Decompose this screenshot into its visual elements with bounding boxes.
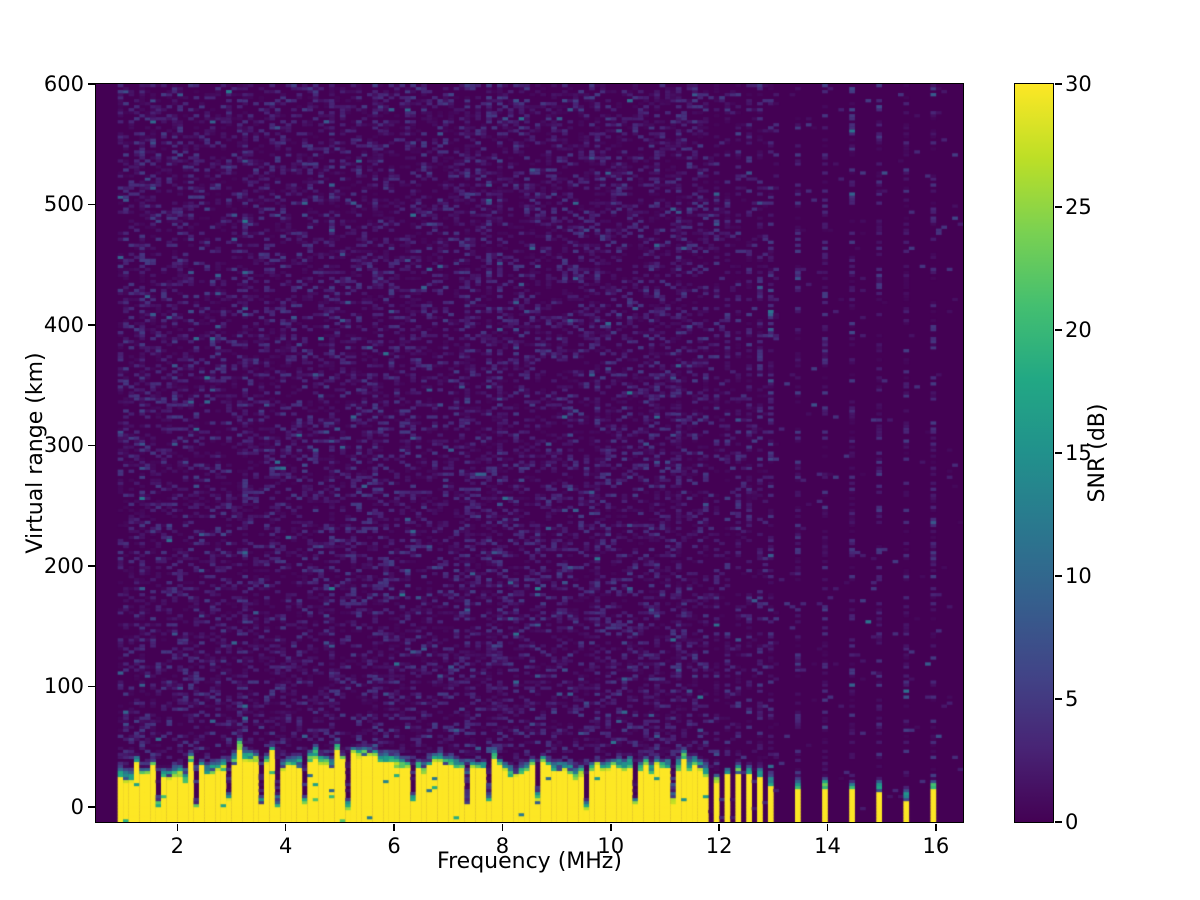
colorbar [1014, 83, 1054, 823]
x-tick-mark [718, 823, 720, 831]
x-tick-label: 12 [705, 834, 733, 858]
x-axis-label: Frequency (MHz) [437, 849, 622, 874]
x-tick-label: 10 [597, 834, 625, 858]
x-tick-label: 14 [814, 834, 841, 858]
colorbar-tick-mark [1054, 821, 1062, 823]
x-tick-label: 6 [387, 834, 401, 858]
colorbar-tick-mark [1054, 83, 1062, 85]
y-tick-mark [87, 83, 95, 85]
colorbar-tick-mark [1054, 452, 1062, 454]
x-tick-label: 8 [495, 834, 510, 858]
colorbar-tick-label: 25 [1065, 195, 1092, 219]
y-tick-mark [87, 444, 95, 447]
x-tick-mark [501, 823, 504, 831]
x-tick-label: 16 [922, 834, 950, 858]
y-tick-mark [87, 324, 95, 326]
x-tick-mark [176, 823, 179, 831]
colorbar-label: SNR (dB) [1085, 403, 1110, 503]
x-tick-mark [284, 823, 287, 831]
colorbar-tick-mark [1054, 698, 1062, 700]
colorbar-tick-mark [1054, 206, 1062, 208]
x-tick-mark [610, 823, 612, 831]
ionogram-heatmap-canvas [96, 84, 963, 822]
colorbar-tick-label: 20 [1065, 318, 1092, 342]
y-tick-mark [87, 565, 95, 567]
y-tick-label: 0 [70, 794, 84, 819]
y-tick-mark [87, 685, 95, 688]
x-tick-label: 2 [170, 834, 184, 858]
x-tick-label: 4 [278, 834, 293, 858]
colorbar-tick-label: 30 [1065, 72, 1092, 96]
colorbar-tick-mark [1054, 575, 1062, 577]
colorbar-tick-label: 5 [1065, 687, 1079, 711]
y-tick-label: 400 [43, 312, 84, 337]
x-tick-mark [826, 823, 829, 831]
colorbar-tick-label: 10 [1065, 564, 1092, 588]
y-tick-mark [87, 806, 95, 808]
x-tick-mark [393, 823, 395, 831]
x-tick-mark [935, 823, 937, 831]
y-tick-mark [87, 203, 95, 206]
y-axis-label: Virtual range (km) [23, 352, 48, 554]
colorbar-tick-label: 15 [1065, 441, 1092, 465]
y-tick-label: 200 [43, 553, 84, 578]
colorbar-tick-mark [1054, 329, 1062, 331]
y-tick-label: 300 [43, 433, 84, 458]
y-tick-label: 600 [43, 72, 84, 96]
plot-area [95, 83, 964, 823]
y-tick-label: 500 [43, 192, 84, 217]
colorbar-tick-label: 0 [1065, 810, 1079, 834]
y-tick-label: 100 [43, 674, 84, 699]
